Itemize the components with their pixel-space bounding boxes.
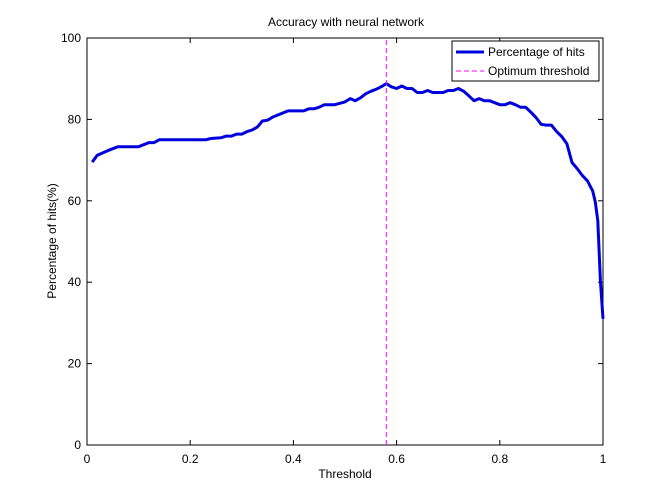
y-tick-label: 80 [68,112,82,126]
y-tick-label: 20 [68,357,82,371]
y-tick-label: 40 [68,275,82,289]
chart-title: Accuracy with neural network [268,15,425,29]
x-axis-ticks: 0 0.2 0.4 0.6 0.8 1 [84,38,607,466]
y-axis-label: Percentage of hits(%) [45,183,59,298]
x-tick-label: 0.6 [388,452,405,466]
legend-label-percentage-of-hits: Percentage of hits [488,45,585,59]
x-tick-label: 1 [600,452,607,466]
x-tick-label: 0 [84,452,91,466]
y-axis-ticks: 0 20 40 60 80 100 [61,31,603,452]
x-tick-label: 0.2 [182,452,199,466]
legend-box [451,40,600,82]
x-axis-label: Threshold [318,467,371,481]
x-tick-label: 0.4 [285,452,302,466]
y-tick-label: 0 [74,438,81,452]
x-tick-label: 0.8 [491,452,508,466]
y-tick-label: 60 [68,194,82,208]
legend-label-optimum-threshold: Optimum threshold [488,64,589,78]
legend: Percentage of hits Optimum threshold [451,40,600,82]
series-layer [90,38,605,445]
plot-area [86,37,604,446]
y-tick-label: 100 [61,31,81,45]
